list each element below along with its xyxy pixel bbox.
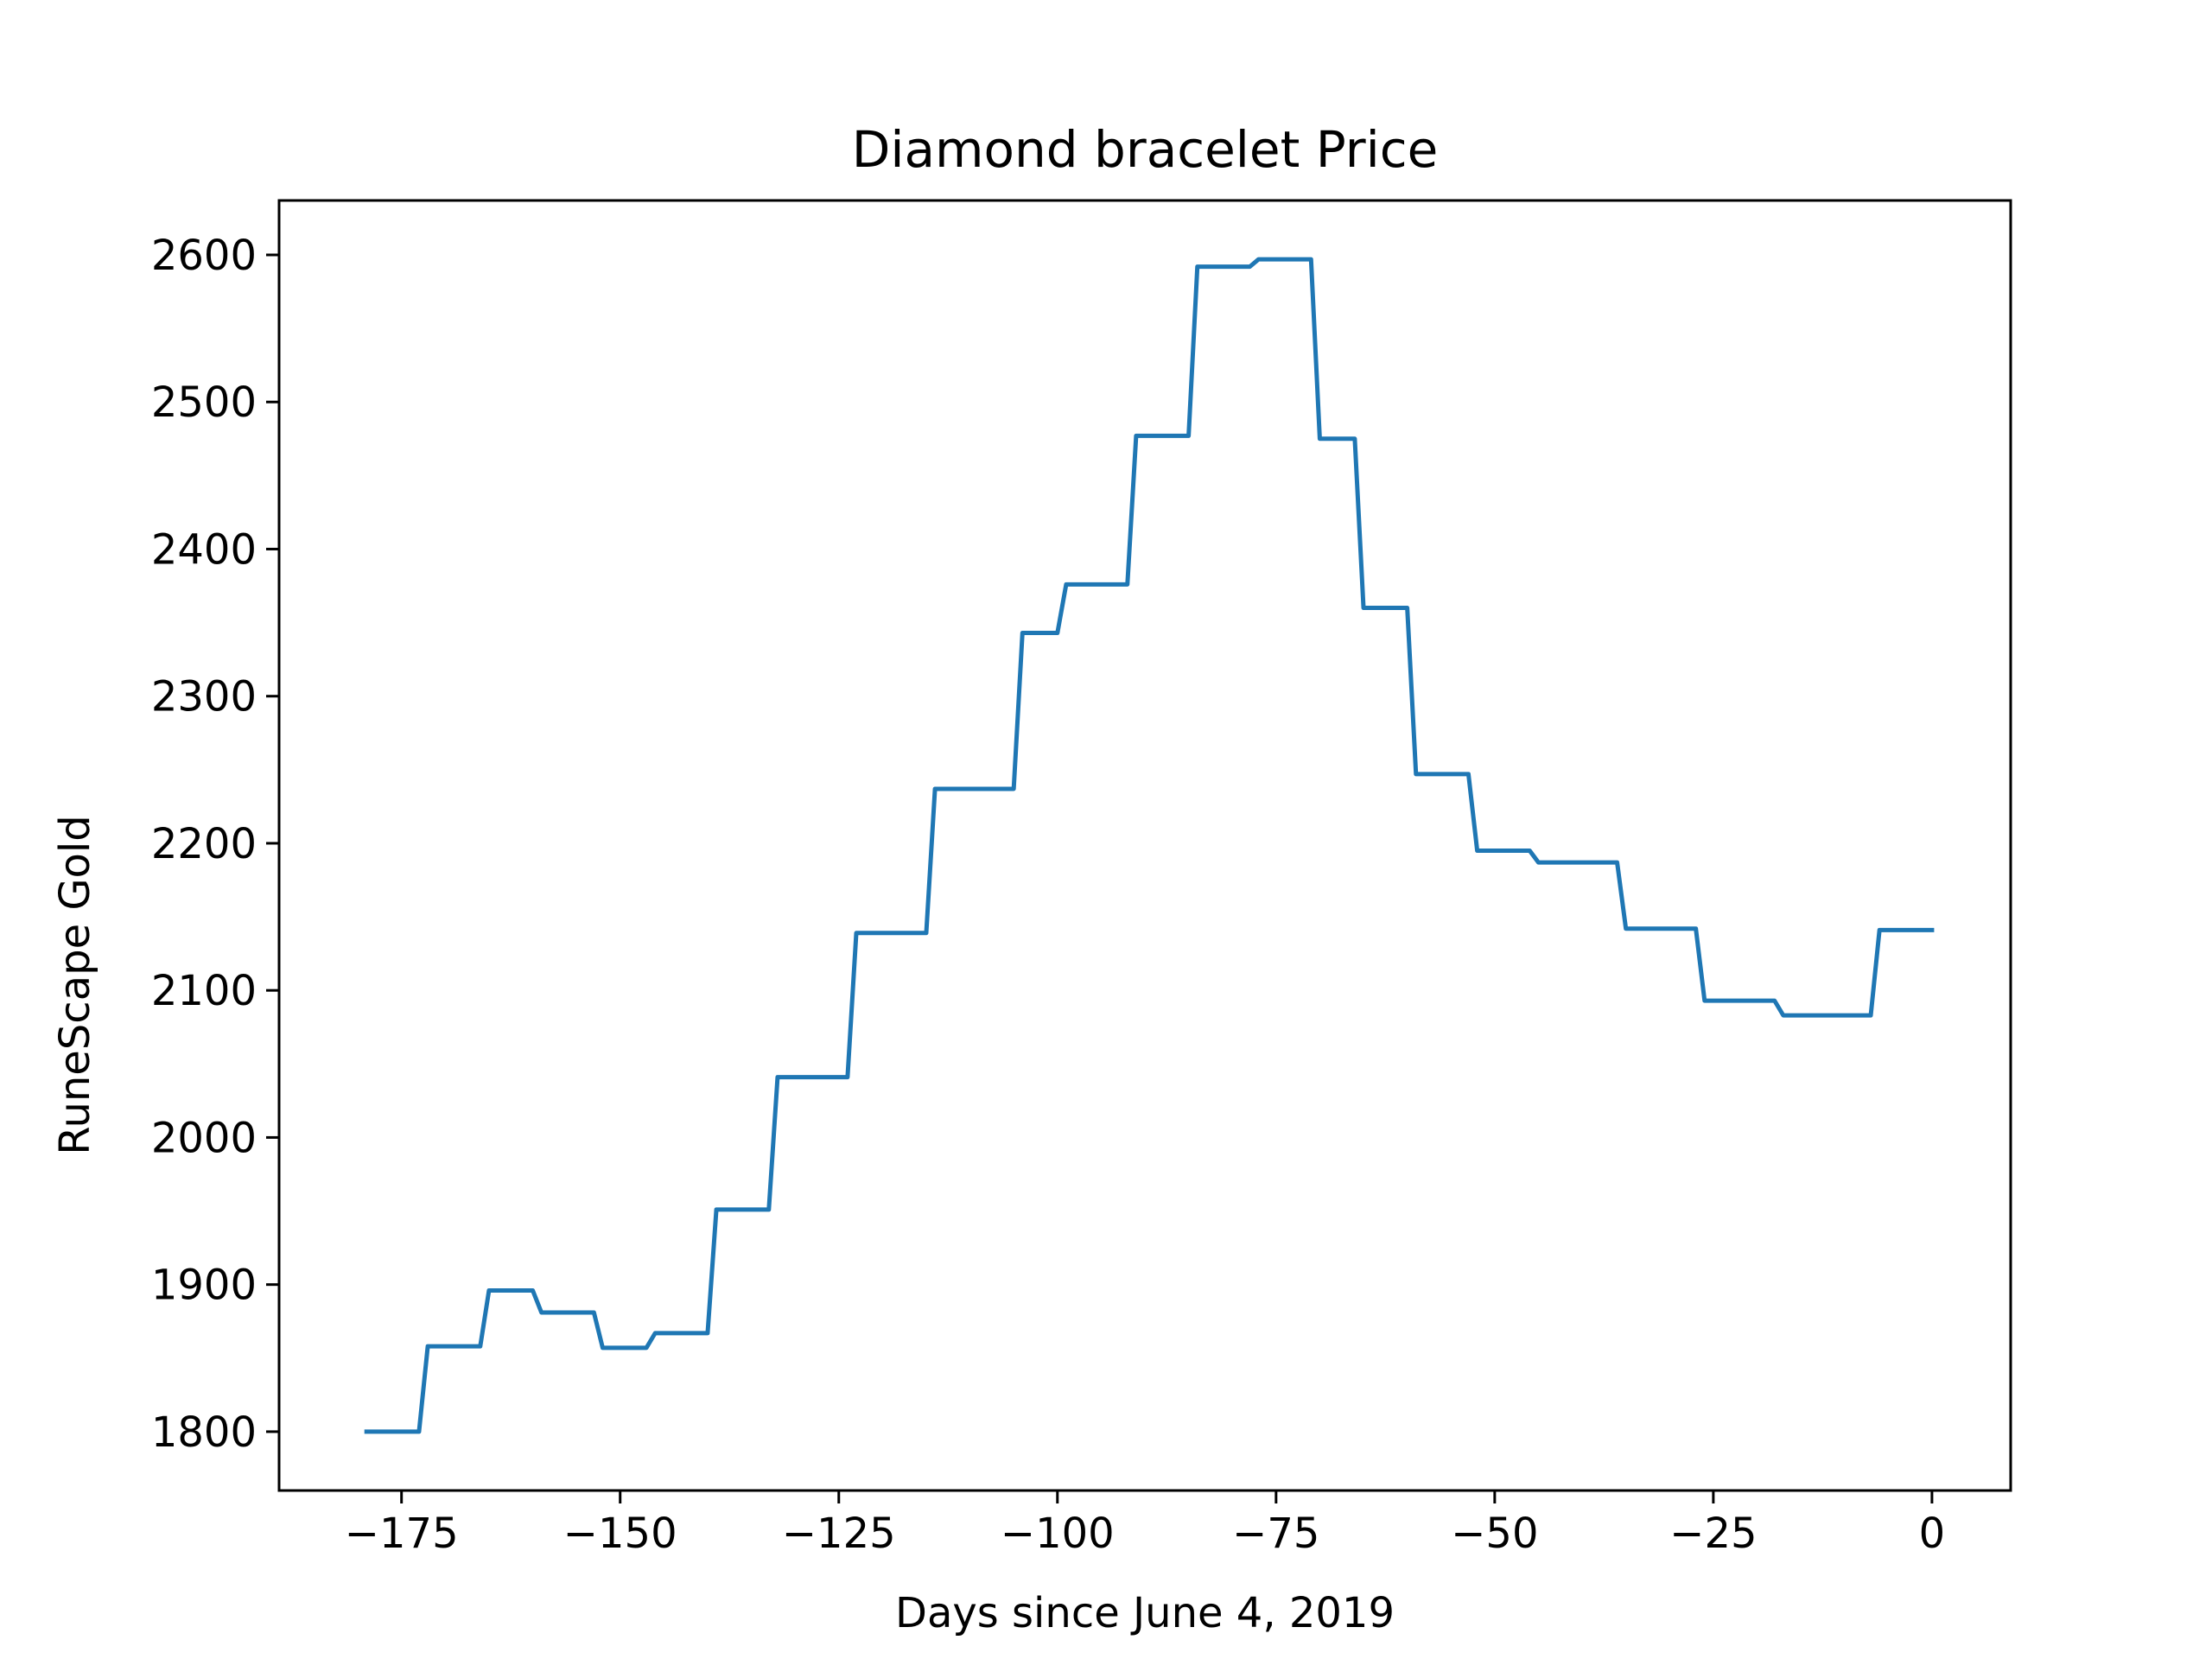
y-axis-label: RuneScape Gold	[51, 815, 99, 1154]
y-tick-label: 2100	[151, 967, 257, 1015]
axes-frame	[277, 199, 2012, 1492]
x-tick-label: −25	[1669, 1510, 1757, 1558]
x-tick-label: −50	[1451, 1510, 1538, 1558]
y-tick-label: 2400	[151, 525, 257, 574]
plot-area: −175 −150 −125 −100 −75 −50 −25 0 1800 1900 2000 21…	[151, 199, 2012, 1558]
y-tick-label: 1800	[151, 1408, 257, 1457]
x-tick-label: −125	[782, 1510, 896, 1558]
y-tick-label: 2500	[151, 378, 257, 427]
x-tick-label: −150	[563, 1510, 677, 1558]
y-tick-label: 2600	[151, 232, 257, 280]
x-tick-label: −100	[1001, 1510, 1115, 1558]
x-tick-label: 0	[1919, 1510, 1946, 1558]
y-tick-label: 1900	[151, 1262, 257, 1310]
x-tick-label: −75	[1232, 1510, 1319, 1558]
x-tick-label: −175	[345, 1510, 459, 1558]
y-tick-label: 2000	[151, 1114, 257, 1162]
series-line-0	[364, 257, 1935, 1434]
y-tick-label: 2300	[151, 673, 257, 721]
y-tick-label: 2200	[151, 820, 257, 868]
chart-title: Diamond bracelet Price	[852, 120, 1439, 179]
x-axis-label: Days since June 4, 2019	[895, 1589, 1395, 1637]
